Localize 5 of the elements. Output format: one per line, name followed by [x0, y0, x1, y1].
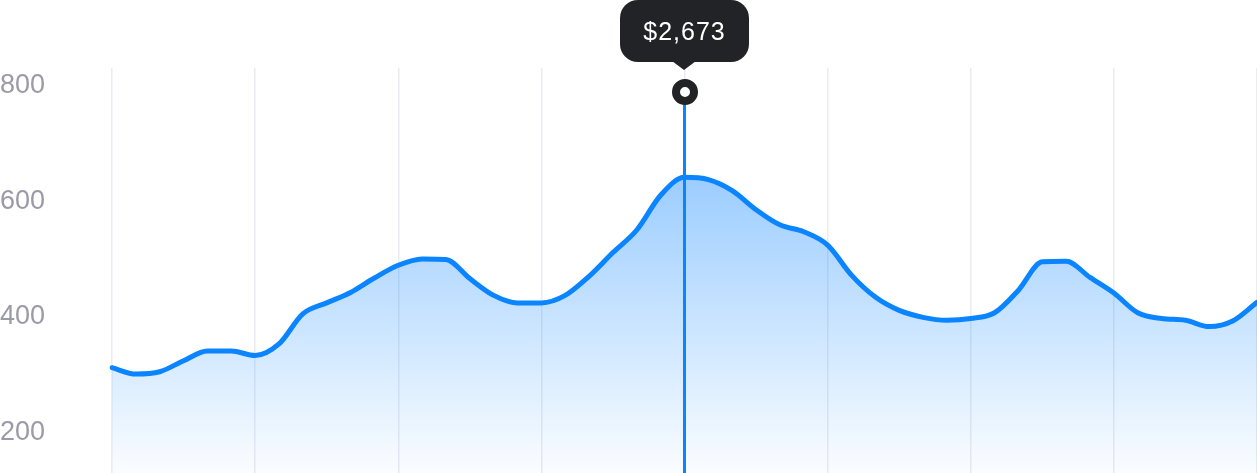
- text: $2,673: [643, 16, 726, 47]
- y-tick-label: 400: [0, 300, 46, 331]
- y-tick-label: 200: [0, 415, 46, 446]
- y-tick-label: 600: [0, 184, 46, 215]
- y-tick-label: 800: [0, 68, 46, 99]
